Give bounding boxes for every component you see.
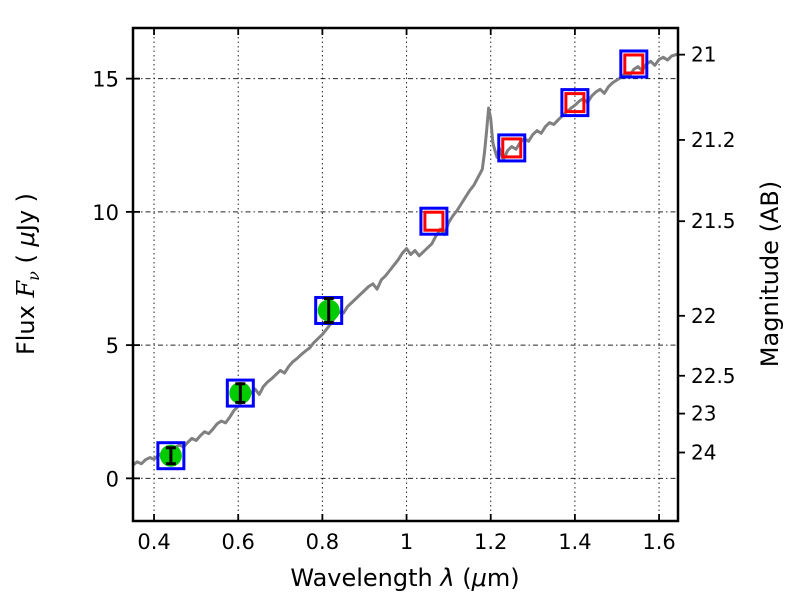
x-axis-title: Wavelength λ (μm) bbox=[290, 564, 519, 592]
y2-tick-label: 22 bbox=[691, 304, 716, 328]
y2-tick-label: 24 bbox=[691, 441, 716, 465]
x-tick-label: 1 bbox=[400, 530, 413, 554]
x-tick-label: 1.2 bbox=[474, 530, 507, 554]
plot-area-background bbox=[133, 28, 678, 521]
y-axis-ticks bbox=[126, 77, 140, 480]
errorbar-caps-group bbox=[165, 296, 334, 466]
y2-tick-label: 21.5 bbox=[691, 209, 736, 233]
x-axis-tick-labels: 0.4 0.6 0.8 1 1.2 1.4 1.6 bbox=[137, 530, 675, 554]
y-tick-label: 5 bbox=[106, 334, 119, 358]
x-tick-label: 0.4 bbox=[137, 530, 170, 554]
vertical-gridlines bbox=[153, 28, 660, 521]
plot-frame bbox=[131, 26, 680, 523]
y-tick-label: 15 bbox=[92, 68, 119, 92]
y-axis-title: Flux Fν ( μJy ) bbox=[12, 193, 43, 355]
blue-square-markers bbox=[156, 49, 649, 471]
red-square-markers bbox=[423, 53, 645, 232]
x-tick-label: 1.4 bbox=[558, 530, 591, 554]
y2-tick-label: 21 bbox=[691, 43, 716, 67]
y-tick-label: 10 bbox=[92, 201, 119, 225]
y-axis-tick-labels: 0 5 10 15 bbox=[92, 68, 119, 492]
x-tick-label: 1.6 bbox=[642, 530, 675, 554]
y2-tick-label: 21.2 bbox=[691, 128, 736, 152]
y2-axis-ticks bbox=[678, 53, 685, 454]
y2-axis-title: Magnitude (AB) bbox=[756, 181, 784, 367]
x-tick-label: 0.8 bbox=[306, 530, 339, 554]
horizontal-gridlines bbox=[133, 78, 678, 479]
x-axis-ticks bbox=[153, 28, 660, 521]
y-tick-label: 0 bbox=[106, 467, 119, 491]
x-tick-label: 0.6 bbox=[222, 530, 255, 554]
y2-axis-tick-labels: 21 21.2 21.5 22 22.5 23 24 bbox=[691, 43, 736, 465]
y2-tick-label: 22.5 bbox=[691, 364, 736, 388]
y2-tick-label: 23 bbox=[691, 402, 716, 426]
